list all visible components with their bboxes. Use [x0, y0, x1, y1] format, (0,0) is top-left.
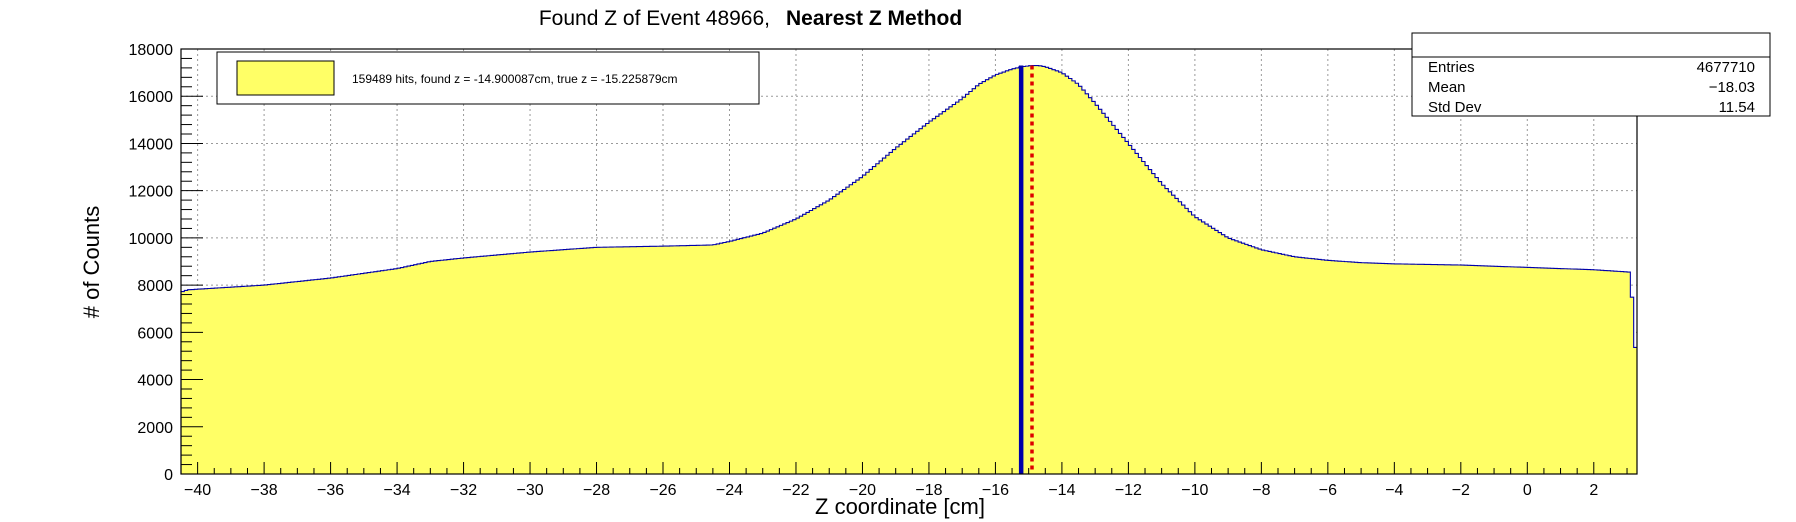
- x-axis-title: Z coordinate [cm]: [815, 494, 985, 519]
- y-tick-label: 18000: [129, 42, 174, 59]
- y-tick-label: 14000: [129, 136, 174, 153]
- x-tick-label: −8: [1252, 482, 1270, 499]
- x-tick-label: −28: [583, 482, 610, 499]
- x-tick-label: −40: [184, 482, 211, 499]
- x-tick-label: −24: [716, 482, 743, 499]
- x-tick-label: 2: [1589, 482, 1598, 499]
- stats-entries-value: 4677710: [1697, 59, 1755, 76]
- x-tick-label: −26: [649, 482, 676, 499]
- x-tick-label: −34: [384, 482, 411, 499]
- x-tick-label: −18: [915, 482, 942, 499]
- stats-mean-label: Mean: [1428, 79, 1466, 96]
- chart-title-method: Nearest Z Method: [786, 7, 962, 30]
- x-tick-label: 0: [1523, 482, 1532, 499]
- legend: 159489 hits, found z = -14.900087cm, tru…: [216, 51, 760, 105]
- x-tick-label: −4: [1385, 482, 1403, 499]
- histogram-outline: [180, 64, 1637, 474]
- stats-frame: [1411, 32, 1771, 117]
- x-tick-label: −36: [317, 482, 344, 499]
- x-tick-label: −10: [1181, 482, 1208, 499]
- grid: [181, 49, 1637, 474]
- x-tick-label: −12: [1115, 482, 1142, 499]
- x-tick-label: −30: [516, 482, 543, 499]
- y-tick-label: 8000: [137, 278, 173, 295]
- y-tick-label: 12000: [129, 184, 174, 201]
- z-markers: [1018, 65, 1034, 474]
- y-axis-title: # of Counts: [79, 206, 104, 319]
- stats-mean-value: −18.03: [1709, 79, 1755, 96]
- y-tick-label: 10000: [129, 231, 174, 248]
- y-tick-label: 4000: [137, 373, 173, 390]
- x-tick-label: −22: [782, 482, 809, 499]
- legend-swatch: [236, 60, 335, 96]
- plot-frame: [180, 48, 1638, 475]
- y-tick-label: 2000: [137, 420, 173, 437]
- y-tick-label: 6000: [137, 325, 173, 342]
- stats-stddev-value: 11.54: [1719, 99, 1755, 116]
- chart-title: Found Z of Event 48966,: [539, 7, 770, 30]
- y-axis: 0 2000 4000 6000 8000 10000 12000 14000 16000 180…: [129, 42, 203, 484]
- histogram-fill: [181, 65, 1637, 474]
- x-tick-label: −32: [450, 482, 477, 499]
- x-tick-label: −38: [251, 482, 278, 499]
- x-axis: −40 −38 −36 −34 −32 −30 −28 −26 −24 −22 −20 −18 −16−…: [184, 462, 1628, 499]
- stats-box: Entries 4677710 Mean −18.03 Std Dev 11.5…: [1411, 32, 1771, 117]
- x-tick-label: −16: [982, 482, 1009, 499]
- stats-entries-label: Entries: [1428, 59, 1475, 76]
- x-tick-label: −20: [849, 482, 876, 499]
- legend-label: 159489 hits, found z = -14.900087cm, tru…: [352, 72, 678, 86]
- x-tick-label: −6: [1319, 482, 1337, 499]
- x-tick-label: −2: [1452, 482, 1470, 499]
- y-tick-label: 0: [164, 467, 173, 484]
- stats-stddev-label: Std Dev: [1428, 99, 1482, 116]
- y-tick-label: 16000: [129, 89, 174, 106]
- histogram: [180, 64, 1637, 474]
- x-tick-label: −14: [1048, 482, 1075, 499]
